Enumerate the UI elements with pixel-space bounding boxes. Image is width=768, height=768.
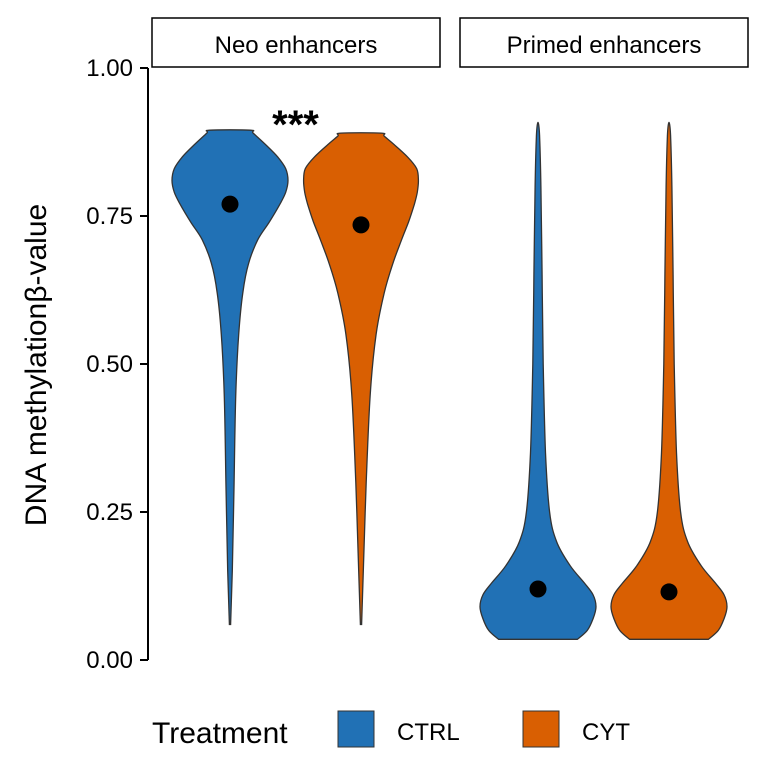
violin-ctrl	[479, 121, 597, 640]
violin-cyt	[302, 132, 420, 626]
violin-cyt	[610, 121, 728, 640]
legend-label: CYT	[582, 719, 630, 746]
panel-label: Neo enhancers	[215, 32, 378, 59]
median-point	[660, 583, 678, 601]
panel-label: Primed enhancers	[507, 32, 702, 59]
y-axis-title: DNA methylationβ-value	[20, 204, 53, 526]
y-axis: 0.00 0.25 0.50 0.75 1.00	[86, 55, 149, 674]
y-tick-label: 1.00	[86, 55, 133, 82]
panel-strips: Neo enhancers Primed enhancers	[151, 17, 749, 68]
legend-key-cyt	[522, 710, 560, 748]
legend-label: CTRL	[397, 719, 460, 746]
y-tick-label: 0.25	[86, 499, 133, 526]
median-point	[529, 580, 547, 598]
legend-key-ctrl	[337, 710, 375, 748]
violins: ***	[171, 103, 728, 640]
y-tick-label: 0.50	[86, 351, 133, 378]
median-point	[352, 216, 370, 234]
median-point	[221, 195, 239, 213]
violin-ctrl	[171, 129, 289, 626]
y-tick-label: 0.00	[86, 647, 133, 674]
legend: Treatment CTRL CYT	[152, 710, 630, 750]
legend-title: Treatment	[152, 717, 288, 750]
panel-strip	[151, 17, 441, 68]
significance-marker: ***	[272, 103, 319, 147]
y-tick-label: 0.75	[86, 203, 133, 230]
panel-strip	[459, 17, 749, 68]
